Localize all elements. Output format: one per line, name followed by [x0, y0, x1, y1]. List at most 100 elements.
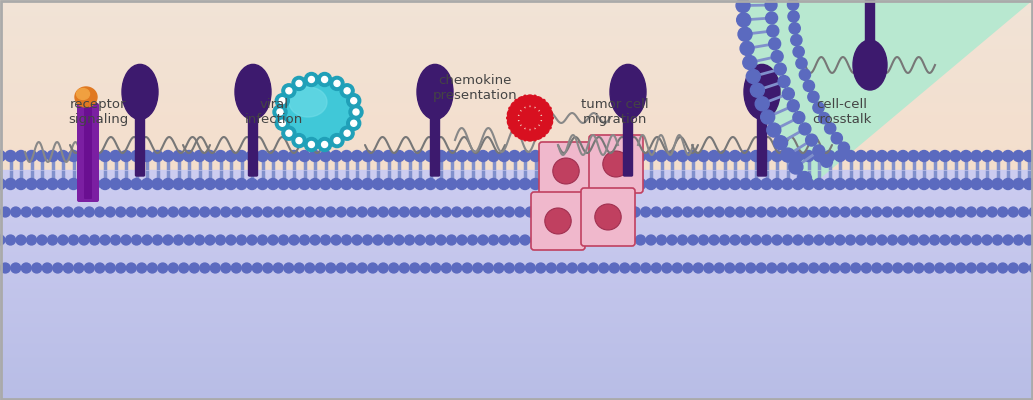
Circle shape	[184, 178, 194, 190]
Circle shape	[740, 178, 751, 190]
Bar	[0, 180, 1033, 182]
Bar	[0, 137, 1033, 138]
Circle shape	[766, 25, 779, 37]
Circle shape	[105, 207, 116, 217]
Circle shape	[15, 150, 27, 162]
Circle shape	[274, 263, 283, 273]
Bar	[0, 306, 1033, 308]
Circle shape	[337, 263, 346, 273]
Circle shape	[373, 178, 383, 190]
Circle shape	[609, 263, 619, 273]
Circle shape	[818, 112, 829, 124]
Circle shape	[351, 150, 363, 162]
Circle shape	[803, 150, 814, 162]
Circle shape	[5, 178, 15, 190]
Circle shape	[36, 150, 48, 162]
Circle shape	[351, 98, 356, 104]
Circle shape	[814, 235, 824, 245]
Bar	[0, 125, 1033, 127]
Circle shape	[131, 235, 142, 245]
Bar	[0, 155, 1033, 156]
Circle shape	[446, 235, 457, 245]
Bar	[0, 102, 1033, 103]
Circle shape	[158, 263, 167, 273]
Circle shape	[599, 263, 608, 273]
Circle shape	[657, 235, 666, 245]
Bar	[0, 11, 1033, 12]
Circle shape	[603, 178, 615, 190]
Circle shape	[404, 150, 415, 162]
Circle shape	[714, 263, 724, 273]
Bar	[0, 309, 1033, 311]
Circle shape	[761, 178, 772, 190]
Circle shape	[268, 150, 279, 162]
Circle shape	[625, 150, 635, 162]
Circle shape	[845, 178, 856, 190]
FancyBboxPatch shape	[581, 188, 635, 246]
Circle shape	[247, 150, 257, 162]
FancyBboxPatch shape	[624, 114, 632, 176]
Bar	[0, 280, 1033, 282]
Circle shape	[405, 235, 414, 245]
Bar	[0, 150, 1033, 152]
Circle shape	[972, 235, 981, 245]
Bar	[0, 32, 1033, 34]
Circle shape	[211, 263, 220, 273]
Circle shape	[53, 207, 63, 217]
Bar	[0, 71, 1033, 72]
Circle shape	[436, 178, 446, 190]
Bar	[0, 165, 1033, 167]
Circle shape	[90, 235, 99, 245]
Circle shape	[337, 207, 346, 217]
Circle shape	[499, 235, 509, 245]
Circle shape	[620, 263, 630, 273]
Circle shape	[226, 235, 236, 245]
Circle shape	[27, 235, 36, 245]
Bar	[0, 358, 1033, 360]
Circle shape	[225, 178, 237, 190]
Circle shape	[89, 150, 100, 162]
Circle shape	[168, 207, 179, 217]
Circle shape	[15, 178, 27, 190]
Circle shape	[282, 126, 295, 140]
Circle shape	[562, 150, 572, 162]
Bar	[0, 68, 1033, 69]
Circle shape	[908, 178, 919, 190]
Bar	[0, 346, 1033, 348]
Circle shape	[777, 207, 787, 217]
Bar	[0, 246, 1033, 248]
Bar	[0, 40, 1033, 42]
Circle shape	[273, 105, 287, 119]
Bar	[0, 202, 1033, 204]
Bar	[0, 208, 1033, 210]
Bar	[0, 95, 1033, 96]
Circle shape	[789, 23, 801, 34]
Ellipse shape	[282, 81, 354, 143]
Circle shape	[436, 150, 446, 162]
Bar	[0, 226, 1033, 228]
Circle shape	[42, 263, 53, 273]
Bar	[0, 138, 1033, 140]
Bar	[0, 103, 1033, 104]
Circle shape	[761, 150, 772, 162]
Circle shape	[714, 207, 724, 217]
Bar	[0, 314, 1033, 316]
Circle shape	[678, 235, 687, 245]
Circle shape	[257, 178, 268, 190]
Circle shape	[725, 207, 734, 217]
Bar	[0, 317, 1033, 319]
Bar	[0, 154, 1033, 155]
Bar	[0, 147, 1033, 148]
Bar	[0, 284, 1033, 286]
Circle shape	[441, 207, 451, 217]
Circle shape	[1024, 178, 1033, 190]
Ellipse shape	[744, 64, 780, 119]
Bar	[0, 355, 1033, 357]
Bar	[0, 283, 1033, 285]
Wedge shape	[743, 0, 1033, 186]
Circle shape	[583, 150, 594, 162]
Bar	[0, 44, 1033, 45]
Bar	[0, 332, 1033, 334]
Bar	[0, 133, 1033, 135]
Circle shape	[518, 97, 527, 107]
